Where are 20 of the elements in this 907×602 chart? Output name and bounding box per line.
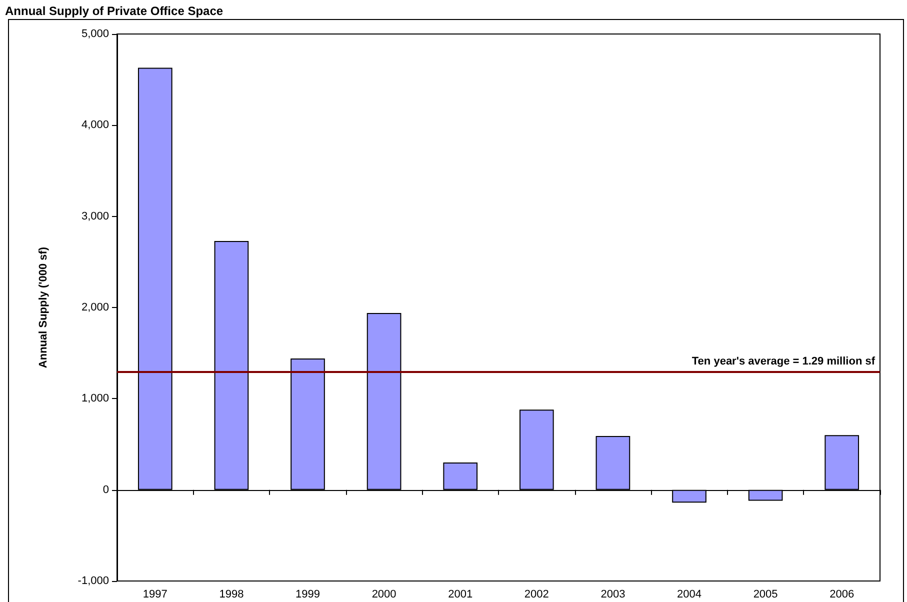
y-tick-label: 2,000 bbox=[81, 302, 109, 314]
y-tick-label: 4,000 bbox=[81, 119, 109, 132]
y-tick-label: 3,000 bbox=[81, 210, 109, 222]
y-tick-label: 0 bbox=[102, 484, 109, 496]
x-tick-label: 2004 bbox=[677, 588, 702, 600]
x-tick-label: 1997 bbox=[142, 588, 168, 600]
y-axis-title: Annual Supply ('000 sf) bbox=[38, 246, 50, 368]
y-tick-label: -1,000 bbox=[78, 575, 109, 587]
ref-line-label: Ten year's average = 1.29 million sf bbox=[692, 356, 876, 368]
x-tick-label: 2001 bbox=[448, 588, 473, 600]
x-tick-label: 2005 bbox=[753, 588, 778, 600]
chart-title: Annual Supply of Private Office Space bbox=[5, 4, 224, 18]
x-tick-label: 2006 bbox=[830, 588, 854, 600]
x-tick-label: 1999 bbox=[296, 588, 320, 600]
x-tick-label: 1998 bbox=[219, 588, 244, 600]
y-tick-label: 1,000 bbox=[81, 392, 109, 405]
x-tick-label: 2000 bbox=[372, 588, 396, 600]
x-tick-label: 2002 bbox=[524, 588, 549, 600]
x-tick-label: 2003 bbox=[600, 588, 626, 600]
y-tick-label: 5,000 bbox=[81, 28, 109, 40]
